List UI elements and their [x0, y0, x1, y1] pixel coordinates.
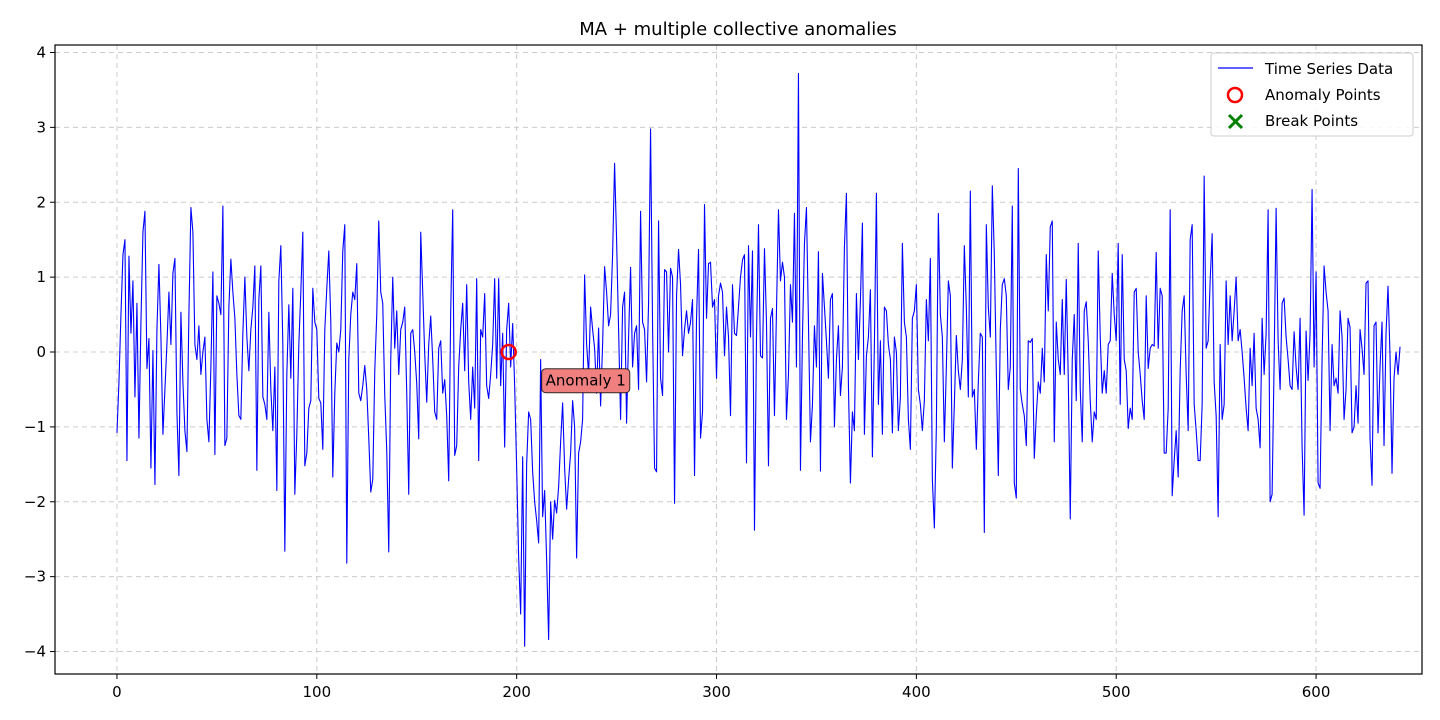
- legend-box: [1210, 52, 1414, 137]
- anomaly-point: [500, 343, 517, 361]
- legend-label-break: Break Points: [1265, 112, 1358, 130]
- y-tick-label: −1: [24, 418, 46, 436]
- axis-ticks: 0 100 200 300 400 500 600 −4 −3 −2 −1 0 1 2 3 4: [24, 43, 1331, 701]
- x-tick-label: 500: [1102, 683, 1131, 701]
- x-tick-label: 0: [112, 683, 122, 701]
- y-tick-label: −2: [24, 493, 46, 511]
- y-tick-label: 4: [36, 43, 46, 61]
- chart-title: MA + multiple collective anomalies: [579, 19, 896, 40]
- x-tick-label: 200: [502, 683, 531, 701]
- axes-frame: [54, 44, 1423, 675]
- legend-break-marker: [1227, 113, 1244, 130]
- legend-anomaly-marker: [1226, 86, 1244, 104]
- x-tick-label: 300: [702, 683, 731, 701]
- legend-label-series: Time Series Data: [1264, 60, 1393, 78]
- annotation-box: [541, 368, 631, 394]
- x-tick-label: 400: [902, 683, 931, 701]
- x-tick-label: 100: [302, 683, 331, 701]
- grid: [55, 45, 1422, 674]
- y-tick-label: −3: [24, 568, 46, 586]
- x-tick-label: 600: [1302, 683, 1331, 701]
- y-tick-label: 2: [36, 193, 46, 211]
- annotation: Anomaly 1: [541, 368, 631, 394]
- y-tick-label: 1: [36, 268, 46, 286]
- series-line: [116, 72, 1401, 647]
- y-tick-label: −4: [24, 643, 46, 661]
- y-tick-label: 0: [36, 343, 46, 361]
- y-tick-label: 3: [36, 118, 46, 136]
- legend: Time Series Data Anomaly Points Break Po…: [1210, 52, 1414, 137]
- annotation-label: Anomaly 1: [546, 372, 626, 390]
- legend-label-anomaly: Anomaly Points: [1265, 86, 1381, 104]
- plot-area: Anomaly 1: [116, 72, 1401, 647]
